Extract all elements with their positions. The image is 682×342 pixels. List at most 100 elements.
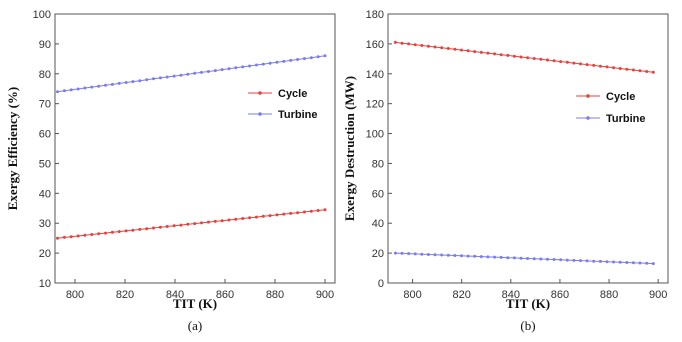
data-point-cycle — [296, 211, 300, 215]
data-point-turbine — [296, 58, 300, 61]
data-point-cycle — [213, 219, 217, 223]
data-point-cycle — [426, 44, 430, 48]
data-point-turbine — [234, 66, 238, 70]
y-tick-label: 50 — [39, 158, 51, 170]
y-tick-label: 70 — [39, 99, 51, 111]
data-point-cycle — [486, 51, 490, 55]
data-point-turbine — [651, 262, 655, 266]
data-point-turbine — [473, 254, 477, 258]
data-point-turbine — [446, 253, 450, 257]
y-tick-label: 90 — [39, 39, 51, 51]
y-tick-label: 160 — [366, 39, 384, 51]
data-point-cycle — [62, 235, 66, 239]
data-point-cycle — [526, 56, 530, 60]
data-point-turbine — [493, 255, 497, 259]
x-tick-label: 820 — [453, 289, 471, 301]
data-point-turbine — [486, 255, 490, 259]
data-point-cycle — [552, 59, 556, 63]
data-point-cycle — [433, 45, 437, 49]
data-point-cycle — [193, 222, 197, 226]
data-point-cycle — [261, 214, 265, 218]
data-point-cycle — [138, 227, 142, 231]
data-point-turbine — [598, 259, 602, 263]
y-tick-label: 180 — [366, 9, 384, 21]
data-point-cycle — [241, 217, 245, 220]
data-point-turbine — [539, 257, 543, 261]
y-tick-label: 140 — [366, 69, 384, 81]
data-point-turbine — [309, 56, 313, 60]
y-axis-title: Exergy Destruction (MW) — [342, 76, 357, 221]
chart-panel-b: 0 20 40 60 80 100 120 140 160 180 800 820 840 860 880 9… — [342, 9, 669, 333]
data-point-turbine — [62, 89, 66, 93]
data-point-cycle — [440, 46, 444, 50]
data-point-cycle — [158, 225, 162, 229]
data-point-cycle — [248, 216, 252, 220]
data-point-cycle — [493, 52, 497, 56]
x-tick-label: 860 — [551, 289, 569, 301]
data-point-turbine — [69, 88, 73, 92]
data-point-cycle — [282, 212, 286, 216]
data-point-turbine — [631, 261, 635, 265]
data-point-turbine — [227, 67, 231, 71]
data-point-turbine — [420, 252, 424, 256]
data-point-turbine — [323, 54, 327, 58]
data-point-turbine — [138, 79, 142, 83]
data-point-turbine — [466, 254, 470, 258]
data-point-turbine — [592, 259, 596, 263]
data-point-cycle — [559, 60, 563, 64]
data-point-turbine — [645, 261, 649, 265]
data-point-cycle — [453, 47, 457, 51]
data-point-turbine — [268, 61, 272, 65]
data-point-cycle — [165, 225, 169, 228]
data-point-cycle — [117, 230, 121, 234]
data-point-cycle — [512, 54, 516, 58]
data-point-turbine — [152, 77, 155, 81]
data-point-cycle — [56, 236, 59, 240]
data-point-turbine — [158, 76, 162, 80]
data-point-turbine — [193, 71, 197, 75]
data-point-turbine — [275, 60, 279, 64]
panel-label: (b) — [520, 318, 535, 333]
legend-marker-cycle — [586, 94, 590, 98]
data-point-turbine — [261, 62, 265, 66]
y-tick-label: 120 — [366, 99, 384, 111]
y-tick-label: 30 — [39, 218, 51, 230]
data-point-cycle — [618, 67, 622, 70]
data-point-cycle — [302, 210, 306, 214]
data-point-cycle — [97, 232, 101, 236]
data-point-cycle — [227, 218, 231, 222]
data-point-cycle — [651, 70, 655, 74]
data-point-turbine — [565, 258, 569, 262]
data-point-turbine — [213, 69, 217, 73]
data-point-cycle — [539, 57, 543, 61]
data-point-turbine — [407, 252, 411, 256]
data-point-turbine — [638, 261, 642, 265]
data-point-turbine — [179, 73, 183, 77]
data-point-cycle — [145, 227, 149, 231]
legend-label-turbine: Turbine — [278, 109, 318, 121]
data-point-cycle — [110, 230, 114, 234]
data-point-cycle — [460, 48, 463, 52]
data-point-cycle — [83, 233, 87, 237]
y-tick-label: 100 — [366, 129, 384, 141]
y-axis-title: Exergy Efficiency (%) — [5, 87, 20, 210]
data-point-turbine — [400, 251, 404, 255]
data-point-cycle — [420, 44, 424, 47]
data-point-turbine — [83, 86, 87, 90]
legend-marker-turbine — [258, 112, 262, 116]
data-point-cycle — [612, 66, 616, 70]
data-point-cycle — [309, 209, 313, 213]
data-point-cycle — [275, 213, 279, 217]
y-tick-label: 80 — [372, 158, 384, 170]
data-point-cycle — [69, 235, 73, 239]
data-point-cycle — [572, 61, 576, 65]
data-point-cycle — [506, 53, 510, 57]
data-point-turbine — [532, 257, 536, 261]
data-point-cycle — [638, 69, 642, 73]
data-point-turbine — [56, 90, 59, 94]
data-point-cycle — [152, 226, 155, 230]
data-point-cycle — [605, 65, 609, 69]
data-point-cycle — [598, 64, 602, 68]
data-point-cycle — [316, 209, 320, 212]
